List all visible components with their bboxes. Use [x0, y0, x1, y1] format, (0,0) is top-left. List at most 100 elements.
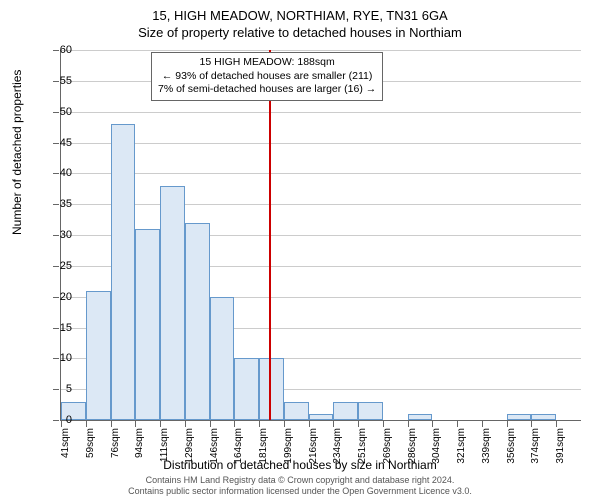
y-tick-label: 30 [60, 229, 72, 241]
y-tick [53, 389, 59, 390]
x-tick [61, 421, 62, 427]
y-tick [53, 235, 59, 236]
x-tick-label: 164sqm [233, 428, 244, 468]
x-tick-label: 129sqm [184, 428, 195, 468]
histogram-bar [210, 297, 235, 420]
x-tick [482, 421, 483, 427]
x-tick [507, 421, 508, 427]
y-tick [53, 143, 59, 144]
x-tick-label: 181sqm [258, 428, 269, 468]
footer: Contains HM Land Registry data © Crown c… [0, 475, 600, 497]
x-tick [309, 421, 310, 427]
x-tick [432, 421, 433, 427]
y-tick-label: 50 [60, 106, 72, 118]
x-tick-label: 111sqm [159, 428, 170, 468]
x-tick [358, 421, 359, 427]
grid-line [61, 50, 581, 51]
annotation-line: 15 HIGH MEADOW: 188sqm [158, 56, 376, 70]
reference-line [269, 50, 271, 420]
histogram-bar [61, 402, 86, 421]
x-tick-label: 41sqm [60, 428, 71, 468]
plot-area: 15 HIGH MEADOW: 188sqm← 93% of detached … [60, 50, 581, 421]
annotation-line: 7% of semi-detached houses are larger (1… [158, 83, 376, 97]
y-tick [53, 358, 59, 359]
y-tick-label: 20 [60, 291, 72, 303]
x-tick [160, 421, 161, 427]
chart-subtitle: Size of property relative to detached ho… [0, 23, 600, 40]
y-tick-label: 60 [60, 44, 72, 56]
y-tick-label: 5 [66, 383, 72, 395]
x-tick [210, 421, 211, 427]
x-tick-label: 76sqm [110, 428, 121, 468]
histogram-bar [111, 124, 136, 420]
x-tick [333, 421, 334, 427]
annotation-box: 15 HIGH MEADOW: 188sqm← 93% of detached … [151, 52, 383, 101]
y-tick-label: 45 [60, 137, 72, 149]
y-tick-label: 0 [66, 414, 72, 426]
histogram-bar [284, 402, 309, 421]
x-tick [531, 421, 532, 427]
x-tick [383, 421, 384, 427]
x-tick [457, 421, 458, 427]
footer-line1: Contains HM Land Registry data © Crown c… [0, 475, 600, 486]
x-tick [135, 421, 136, 427]
y-tick-label: 55 [60, 75, 72, 87]
x-tick-label: 251sqm [357, 428, 368, 468]
histogram-bar [309, 414, 334, 420]
x-tick [259, 421, 260, 427]
x-tick-label: 391sqm [555, 428, 566, 468]
x-tick [185, 421, 186, 427]
y-tick [53, 81, 59, 82]
y-tick [53, 266, 59, 267]
grid-line [61, 143, 581, 144]
histogram-bar [135, 229, 160, 420]
x-tick-label: 339sqm [481, 428, 492, 468]
y-tick [53, 173, 59, 174]
histogram-bar [86, 291, 111, 421]
x-tick-label: 216sqm [308, 428, 319, 468]
x-tick [234, 421, 235, 427]
chart-title: 15, HIGH MEADOW, NORTHIAM, RYE, TN31 6GA [0, 0, 600, 23]
x-tick-label: 199sqm [283, 428, 294, 468]
y-tick [53, 420, 59, 421]
y-tick-label: 25 [60, 260, 72, 272]
histogram-bar [185, 223, 210, 420]
y-tick-label: 15 [60, 322, 72, 334]
y-tick [53, 204, 59, 205]
footer-line2: Contains public sector information licen… [0, 486, 600, 497]
x-tick [556, 421, 557, 427]
histogram-bar [358, 402, 383, 421]
x-tick-label: 286sqm [407, 428, 418, 468]
y-tick [53, 112, 59, 113]
y-tick [53, 328, 59, 329]
x-tick-label: 356sqm [506, 428, 517, 468]
histogram-bar [531, 414, 556, 420]
x-tick-label: 59sqm [85, 428, 96, 468]
x-tick [284, 421, 285, 427]
x-tick [86, 421, 87, 427]
y-tick [53, 50, 59, 51]
grid-line [61, 112, 581, 113]
x-tick-label: 321sqm [456, 428, 467, 468]
histogram-bar [259, 358, 284, 420]
y-tick-label: 35 [60, 198, 72, 210]
x-tick-label: 304sqm [431, 428, 442, 468]
histogram-bar [160, 186, 185, 420]
y-tick-label: 40 [60, 167, 72, 179]
x-tick-label: 234sqm [332, 428, 343, 468]
histogram-bar [234, 358, 259, 420]
chart-container: 15, HIGH MEADOW, NORTHIAM, RYE, TN31 6GA… [0, 0, 600, 500]
y-tick [53, 297, 59, 298]
x-tick [408, 421, 409, 427]
histogram-bar [507, 414, 532, 420]
y-tick-label: 10 [60, 352, 72, 364]
histogram-bar [333, 402, 358, 421]
histogram-bar [408, 414, 433, 420]
grid-line [61, 204, 581, 205]
x-tick-label: 374sqm [530, 428, 541, 468]
x-tick-label: 146sqm [209, 428, 220, 468]
x-tick-label: 94sqm [134, 428, 145, 468]
x-tick-label: 269sqm [382, 428, 393, 468]
grid-line [61, 173, 581, 174]
annotation-line: ← 93% of detached houses are smaller (21… [158, 70, 376, 84]
